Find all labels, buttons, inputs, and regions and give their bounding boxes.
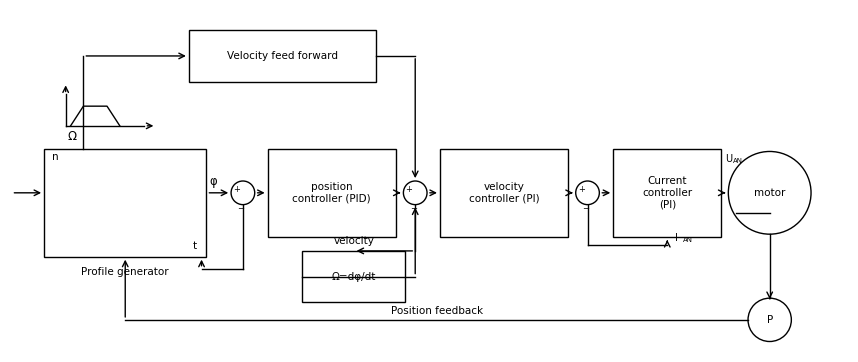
Circle shape bbox=[576, 181, 600, 205]
Text: −: − bbox=[238, 204, 245, 212]
Text: Ω=dφ/dt: Ω=dφ/dt bbox=[331, 272, 376, 282]
Bar bbox=[302, 251, 405, 302]
Text: U: U bbox=[725, 155, 733, 164]
Text: t: t bbox=[192, 241, 196, 251]
Text: −: − bbox=[410, 204, 417, 212]
Text: position
controller (PID): position controller (PID) bbox=[293, 182, 371, 203]
Bar bbox=[189, 30, 376, 81]
Text: φ: φ bbox=[209, 175, 217, 188]
Text: motor: motor bbox=[754, 188, 785, 198]
Text: I: I bbox=[675, 233, 678, 243]
Circle shape bbox=[231, 181, 255, 205]
Text: −: − bbox=[582, 204, 589, 212]
Circle shape bbox=[748, 298, 791, 341]
Circle shape bbox=[728, 151, 811, 234]
Bar bbox=[440, 148, 568, 237]
Bar bbox=[44, 148, 207, 257]
Text: Position feedback: Position feedback bbox=[390, 306, 483, 316]
Text: +: + bbox=[233, 185, 240, 194]
Text: AN: AN bbox=[734, 158, 743, 164]
Text: P: P bbox=[766, 315, 773, 325]
Text: +: + bbox=[577, 185, 584, 194]
Text: n: n bbox=[51, 152, 58, 162]
Circle shape bbox=[403, 181, 427, 205]
Text: Ω: Ω bbox=[68, 130, 76, 143]
Text: Profile generator: Profile generator bbox=[82, 266, 169, 277]
Text: AN: AN bbox=[683, 237, 693, 243]
Text: +: + bbox=[405, 185, 412, 194]
Text: Current
controller
(PI): Current controller (PI) bbox=[643, 176, 692, 209]
Text: Velocity feed forward: Velocity feed forward bbox=[227, 51, 338, 61]
Text: velocity
controller (PI): velocity controller (PI) bbox=[468, 182, 539, 203]
Text: velocity: velocity bbox=[333, 236, 374, 246]
Bar bbox=[268, 148, 396, 237]
Bar bbox=[613, 148, 722, 237]
